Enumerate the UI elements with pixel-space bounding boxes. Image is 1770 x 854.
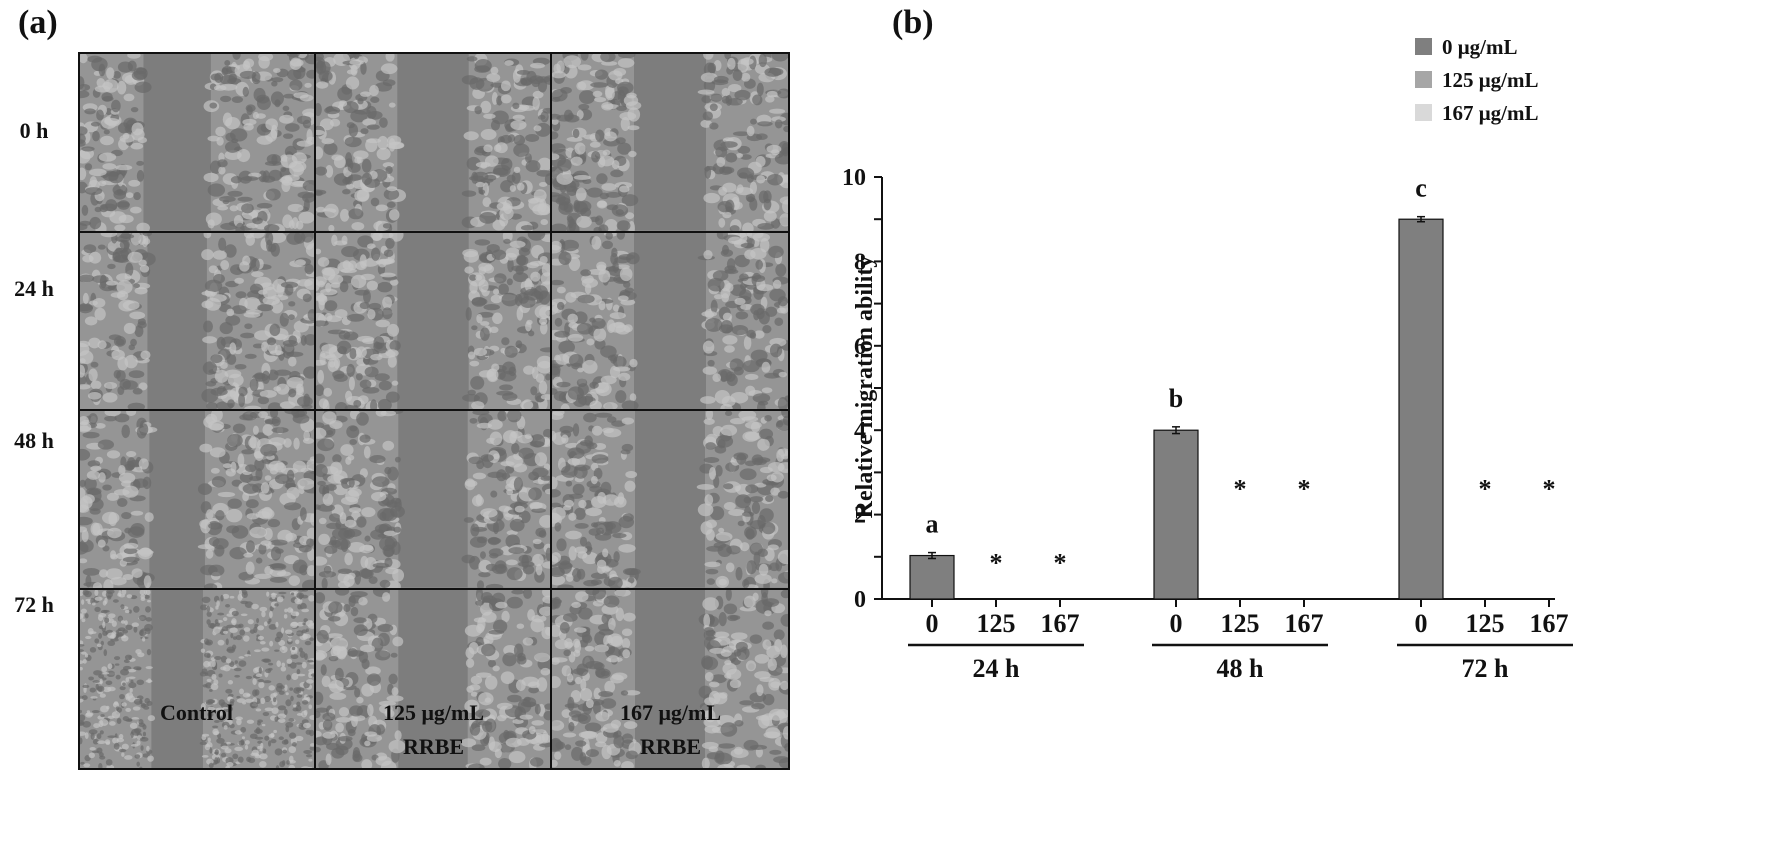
legend-swatch — [1415, 71, 1432, 88]
micrograph-r3-c2 — [552, 589, 788, 768]
significance-star: * — [1543, 475, 1556, 504]
micrograph-r3-c0 — [80, 589, 316, 768]
x-group-label: 72 h — [1462, 654, 1510, 683]
x-category-label: 125 — [1466, 609, 1505, 638]
legend-label: 125 μg/mL — [1442, 68, 1539, 92]
x-category-label: 0 — [1415, 609, 1428, 638]
significance-letter: b — [1169, 384, 1183, 413]
y-tick-label: 0 — [854, 587, 866, 613]
legend-swatch — [1415, 104, 1432, 121]
row-label-72h: 72 h — [14, 592, 54, 617]
col-label-125-line1: 125 μg/mL — [382, 700, 485, 725]
row-label-48h: 48 h — [14, 428, 54, 453]
col-label-125: 125 μg/mL RRBE — [315, 696, 552, 764]
x-category-label: 0 — [1170, 609, 1183, 638]
y-tick-label: 6 — [854, 334, 866, 360]
micrograph-r2-c1 — [316, 411, 552, 590]
micrograph-r3-c1 — [316, 589, 552, 768]
bar — [909, 554, 955, 600]
panel-b-label: (b) — [892, 4, 934, 41]
significance-letter: a — [926, 510, 939, 539]
y-tick-label: 8 — [854, 249, 866, 275]
micrograph-r0-c0 — [80, 54, 316, 233]
micrograph-r0-c1 — [316, 54, 552, 233]
significance-star: * — [1298, 475, 1311, 504]
x-group-label: 48 h — [1217, 654, 1265, 683]
col-label-167-line2: RRBE — [639, 734, 702, 759]
y-tick-label: 4 — [854, 418, 866, 444]
micrograph-r1-c1 — [316, 232, 552, 411]
micrograph-r2-c0 — [80, 411, 316, 590]
micrograph-r1-c0 — [80, 232, 316, 411]
significance-star: * — [1234, 475, 1247, 504]
x-category-label: 167 — [1530, 609, 1569, 638]
micrograph-r0-c2 — [552, 54, 788, 233]
chart-legend: 0 μg/mL 125 μg/mL 167 μg/mL — [1415, 35, 1539, 125]
col-label-167: 167 μg/mL RRBE — [552, 696, 789, 764]
row-label-24h: 24 h — [14, 276, 54, 301]
micrograph-r2-c2 — [552, 411, 788, 590]
micrograph-grid — [78, 52, 790, 770]
x-category-label: 167 — [1285, 609, 1324, 638]
x-category-label: 125 — [1221, 609, 1260, 638]
x-category-label: 125 — [977, 609, 1016, 638]
micrograph-r1-c2 — [552, 232, 788, 411]
significance-letter: c — [1415, 174, 1427, 203]
row-label-0h: 0 h — [19, 118, 49, 143]
col-label-control: Control — [78, 696, 315, 730]
legend-label: 0 μg/mL — [1442, 35, 1518, 59]
bar — [1153, 429, 1199, 600]
col-label-control-line1: Control — [160, 700, 233, 725]
y-axis-label: Relative migration ability — [852, 256, 878, 519]
y-tick-label: 2 — [854, 503, 866, 529]
x-category-label: 0 — [926, 609, 939, 638]
legend-swatch — [1415, 38, 1432, 55]
migration-bar-chart: 0 μg/mL 125 μg/mL 167 μg/mL 0 2 4 6 8 10 a * * b * *… — [842, 35, 1573, 683]
significance-star: * — [990, 549, 1003, 578]
legend-label: 167 μg/mL — [1442, 101, 1539, 125]
significance-star: * — [1479, 475, 1492, 504]
col-label-167-line1: 167 μg/mL — [619, 700, 722, 725]
x-category-label: 167 — [1041, 609, 1080, 638]
bar — [1398, 218, 1444, 600]
panel-a-label: (a) — [18, 4, 58, 41]
significance-star: * — [1054, 549, 1067, 578]
y-tick-label: 10 — [842, 165, 866, 191]
x-group-label: 24 h — [973, 654, 1021, 683]
col-label-125-line2: RRBE — [402, 734, 465, 759]
bars: a * * b * * c * * — [909, 174, 1556, 600]
x-axis-labels: 0 125 167 24 h 0 125 167 48 h 0 125 167 72 h — [908, 609, 1573, 683]
